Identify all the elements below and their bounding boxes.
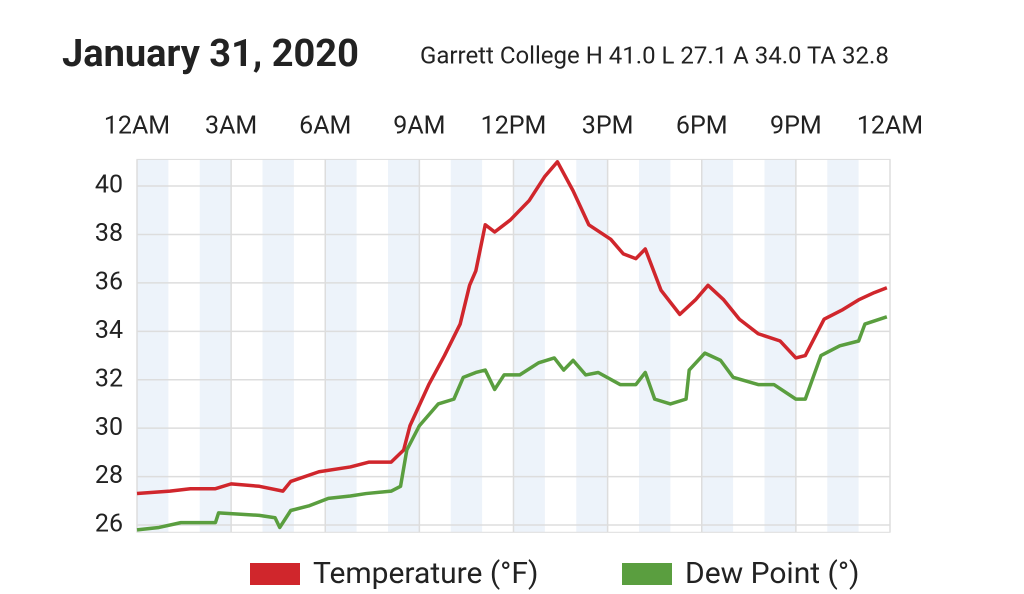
chart-title: January 31, 2020 [62, 32, 359, 76]
y-tick-label: 38 [95, 219, 123, 248]
chart-subtitle: Garrett College H 41.0 L 27.1 A 34.0 TA … [420, 41, 889, 69]
hour-stripe [764, 159, 796, 533]
hour-stripe [513, 159, 545, 533]
x-tick-label: 6AM [299, 112, 351, 141]
hour-stripe [199, 159, 232, 533]
x-tick-label: 6PM [676, 112, 728, 141]
y-tick-label: 34 [95, 316, 123, 345]
series-line [136, 160, 888, 496]
hour-stripe [450, 159, 483, 533]
hour-stripe [137, 159, 169, 533]
legend-label: Temperature (°F) [313, 556, 538, 591]
y-tick-label: 30 [95, 413, 123, 442]
x-tick-label: 3AM [205, 112, 257, 141]
legend-swatch [622, 563, 672, 585]
y-tick-label: 26 [95, 510, 123, 539]
hour-stripe [701, 159, 734, 533]
legend-swatch [250, 563, 300, 585]
x-tick-label: 12PM [481, 112, 547, 141]
x-tick-label: 12AM [104, 112, 170, 141]
y-tick-label: 32 [95, 364, 123, 393]
hour-stripe [576, 159, 608, 533]
y-tick-label: 36 [95, 268, 123, 297]
x-tick-label: 9PM [770, 112, 822, 141]
y-tick-label: 28 [95, 461, 123, 490]
series-line [136, 315, 888, 532]
hour-stripe [262, 159, 294, 533]
legend-label: Dew Point (°) [685, 556, 859, 591]
hour-stripe [639, 159, 671, 533]
x-tick-label: 3PM [582, 112, 634, 141]
x-tick-label: 12AM [857, 112, 923, 141]
y-tick-label: 40 [95, 171, 123, 200]
x-tick-label: 9AM [393, 112, 445, 141]
